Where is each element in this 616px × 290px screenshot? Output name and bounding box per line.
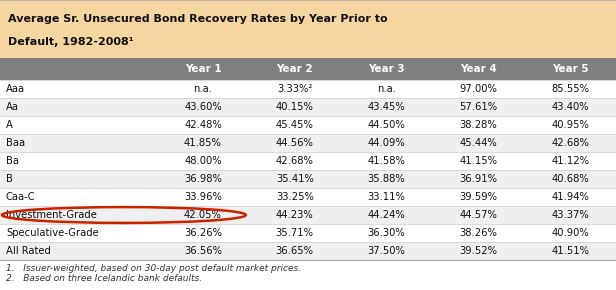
Text: 36.26%: 36.26% [184, 228, 222, 238]
Text: 44.24%: 44.24% [368, 210, 405, 220]
Text: 43.45%: 43.45% [368, 102, 405, 112]
Text: 33.11%: 33.11% [368, 192, 405, 202]
Text: 35.88%: 35.88% [368, 174, 405, 184]
Text: Year 3: Year 3 [368, 64, 405, 74]
Bar [0, 152, 616, 170]
Text: 43.60%: 43.60% [184, 102, 222, 112]
Text: 39.59%: 39.59% [460, 192, 497, 202]
Text: 42.48%: 42.48% [184, 120, 222, 130]
Text: 41.12%: 41.12% [551, 156, 589, 166]
Text: 38.28%: 38.28% [460, 120, 497, 130]
Text: A: A [6, 120, 13, 130]
Text: 97.00%: 97.00% [460, 84, 497, 94]
Text: 33.96%: 33.96% [184, 192, 222, 202]
Text: Speculative-Grade: Speculative-Grade [6, 228, 99, 238]
Bar [0, 242, 616, 260]
Text: 44.50%: 44.50% [368, 120, 405, 130]
Text: 85.55%: 85.55% [551, 84, 589, 94]
Text: 2.   Based on three Icelandic bank defaults.: 2. Based on three Icelandic bank default… [6, 274, 202, 283]
Text: 45.45%: 45.45% [276, 120, 314, 130]
Bar [0, 134, 616, 152]
Text: Ba: Ba [6, 156, 19, 166]
Text: 41.85%: 41.85% [184, 138, 222, 148]
Text: 44.57%: 44.57% [460, 210, 497, 220]
Text: 41.58%: 41.58% [368, 156, 405, 166]
Text: 43.40%: 43.40% [551, 102, 589, 112]
Bar [0, 80, 616, 98]
Bar [0, 188, 616, 206]
Text: 44.23%: 44.23% [276, 210, 314, 220]
Text: Baa: Baa [6, 138, 25, 148]
Text: 44.09%: 44.09% [368, 138, 405, 148]
Text: 48.00%: 48.00% [184, 156, 222, 166]
Text: 36.65%: 36.65% [276, 246, 314, 256]
Text: 33.25%: 33.25% [276, 192, 314, 202]
Text: 40.95%: 40.95% [551, 120, 589, 130]
Text: 36.91%: 36.91% [460, 174, 497, 184]
Text: 41.15%: 41.15% [460, 156, 497, 166]
Text: Year 4: Year 4 [460, 64, 496, 74]
Text: Year 2: Year 2 [277, 64, 313, 74]
Text: 37.50%: 37.50% [368, 246, 405, 256]
Text: Year 5: Year 5 [552, 64, 588, 74]
Text: 39.52%: 39.52% [460, 246, 497, 256]
Text: 42.05%: 42.05% [184, 210, 222, 220]
Text: 42.68%: 42.68% [551, 138, 589, 148]
Text: 41.94%: 41.94% [551, 192, 589, 202]
Text: n.a.: n.a. [193, 84, 213, 94]
Text: 3.33%²: 3.33%² [277, 84, 312, 94]
Bar [0, 206, 616, 224]
Text: 44.56%: 44.56% [276, 138, 314, 148]
Bar [0, 224, 616, 242]
Bar [0, 0, 616, 58]
Text: 36.30%: 36.30% [368, 228, 405, 238]
Text: 57.61%: 57.61% [460, 102, 497, 112]
Bar [0, 116, 616, 134]
Text: 38.26%: 38.26% [460, 228, 497, 238]
Bar [0, 170, 616, 188]
Text: 40.15%: 40.15% [276, 102, 314, 112]
Text: 43.37%: 43.37% [551, 210, 589, 220]
Text: 36.56%: 36.56% [184, 246, 222, 256]
Text: B: B [6, 174, 13, 184]
Bar [0, 58, 616, 80]
Text: 40.90%: 40.90% [551, 228, 589, 238]
Text: Default, 1982-2008¹: Default, 1982-2008¹ [8, 37, 134, 47]
Text: 45.44%: 45.44% [460, 138, 497, 148]
Text: 42.68%: 42.68% [276, 156, 314, 166]
Text: 35.71%: 35.71% [276, 228, 314, 238]
Bar [0, 98, 616, 116]
Text: All Rated: All Rated [6, 246, 51, 256]
Text: 35.41%: 35.41% [276, 174, 314, 184]
Text: 41.51%: 41.51% [551, 246, 589, 256]
Text: 1.   Issuer-weighted, based on 30-day post default market prices.: 1. Issuer-weighted, based on 30-day post… [6, 264, 301, 273]
Text: 36.98%: 36.98% [184, 174, 222, 184]
Text: Aaa: Aaa [6, 84, 25, 94]
Text: Aa: Aa [6, 102, 19, 112]
Text: Investment-Grade: Investment-Grade [6, 210, 97, 220]
Text: Average Sr. Unsecured Bond Recovery Rates by Year Prior to: Average Sr. Unsecured Bond Recovery Rate… [8, 14, 387, 23]
Text: n.a.: n.a. [377, 84, 396, 94]
Text: 40.68%: 40.68% [551, 174, 589, 184]
Text: Caa-C: Caa-C [6, 192, 36, 202]
Text: Year 1: Year 1 [185, 64, 221, 74]
